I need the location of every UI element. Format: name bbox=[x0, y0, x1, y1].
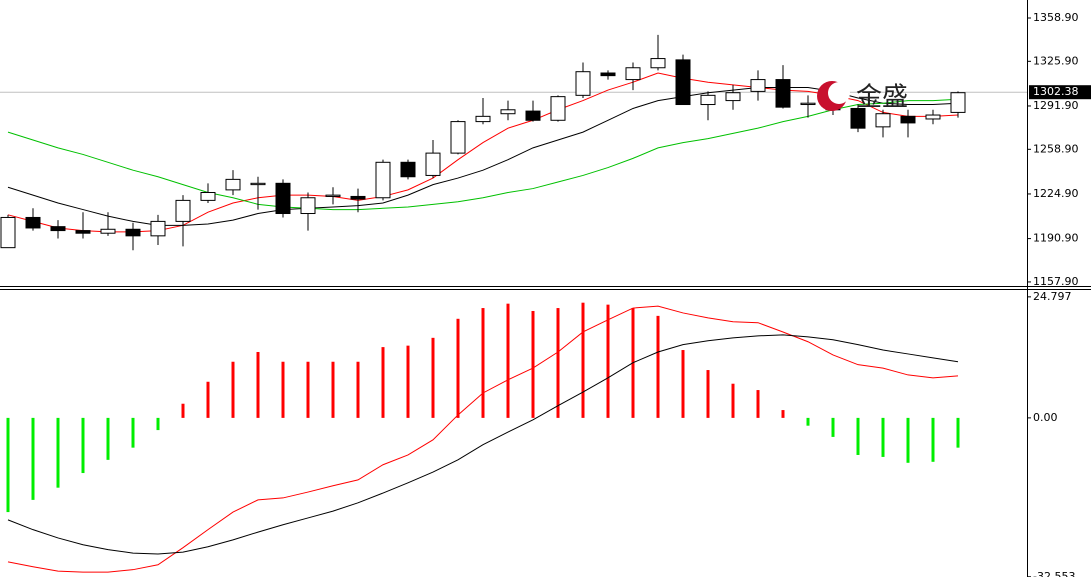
histogram-bar bbox=[756, 390, 760, 418]
candle-body bbox=[325, 194, 341, 197]
candle-body bbox=[625, 67, 641, 81]
histogram-bar bbox=[206, 381, 210, 418]
y-tick-label: 24.797 bbox=[1033, 290, 1072, 303]
histogram-bar bbox=[281, 361, 285, 418]
candle-body bbox=[725, 92, 741, 102]
candle-body bbox=[675, 59, 691, 106]
candle-body bbox=[750, 79, 766, 92]
candle-body bbox=[500, 109, 516, 115]
y-tick-label: 1190.90 bbox=[1033, 232, 1079, 245]
candle-body bbox=[350, 195, 366, 200]
histogram-bar bbox=[256, 351, 260, 418]
candle-body bbox=[525, 110, 541, 121]
candle-body bbox=[125, 228, 141, 237]
candle-body bbox=[875, 113, 891, 128]
candle-body bbox=[0, 216, 16, 249]
candle-body bbox=[425, 152, 441, 176]
candle-body bbox=[50, 226, 66, 232]
histogram-bar bbox=[306, 361, 310, 418]
indicator-line bbox=[7, 98, 959, 211]
candle-body bbox=[775, 79, 791, 108]
candle-body bbox=[550, 96, 566, 121]
histogram-bar bbox=[506, 303, 510, 418]
indicator-line bbox=[7, 86, 959, 226]
candle-body bbox=[275, 182, 291, 215]
histogram-bar bbox=[331, 361, 335, 418]
histogram-bar bbox=[956, 417, 960, 448]
histogram-bar bbox=[681, 350, 685, 418]
indicator-line bbox=[7, 305, 959, 573]
candle-body bbox=[300, 197, 316, 215]
watermark: 金盛 bbox=[856, 83, 908, 113]
histogram-bar bbox=[6, 417, 10, 513]
histogram-bar bbox=[706, 370, 710, 418]
logo-icon-cut bbox=[828, 82, 850, 104]
histogram-bar bbox=[456, 318, 460, 418]
histogram-bar bbox=[656, 315, 660, 418]
histogram-bar bbox=[56, 417, 60, 488]
histogram-bar bbox=[381, 347, 385, 418]
histogram-bar bbox=[856, 417, 860, 455]
candle-body bbox=[150, 220, 166, 237]
candle-body bbox=[375, 161, 391, 199]
histogram-bar bbox=[431, 337, 435, 418]
y-tick-label: 1291.90 bbox=[1033, 99, 1079, 112]
candle-body bbox=[650, 58, 666, 69]
histogram-bar bbox=[531, 310, 535, 418]
candle-body bbox=[950, 92, 966, 113]
indicator-line bbox=[7, 72, 959, 233]
y-tick-label: 0.00 bbox=[1033, 411, 1058, 424]
y-tick-label: 1325.90 bbox=[1033, 54, 1079, 67]
histogram-bar bbox=[831, 417, 835, 437]
histogram-bar bbox=[356, 361, 360, 418]
histogram-bar bbox=[556, 308, 560, 418]
histogram-bar bbox=[581, 302, 585, 418]
candle-body bbox=[575, 71, 591, 96]
candle-body bbox=[925, 114, 941, 120]
candle-body bbox=[250, 182, 266, 186]
candle-body bbox=[900, 115, 916, 124]
y-tick-label: -32.553 bbox=[1033, 570, 1075, 577]
y-tick-label: 1258.90 bbox=[1033, 142, 1079, 155]
histogram-bar bbox=[131, 417, 135, 448]
histogram-bar bbox=[156, 417, 160, 431]
candle-body bbox=[75, 230, 91, 234]
y-tick-label: 1157.90 bbox=[1033, 275, 1079, 288]
histogram-bar bbox=[231, 361, 235, 418]
histogram-bar bbox=[906, 417, 910, 463]
histogram-bar bbox=[181, 403, 185, 418]
y-tick-label: 1358.90 bbox=[1033, 11, 1079, 24]
histogram-bar bbox=[606, 304, 610, 418]
last-price-label: 1302.38 bbox=[1033, 85, 1079, 98]
candle-body bbox=[225, 178, 241, 191]
histogram-bar bbox=[106, 417, 110, 460]
last-price-box bbox=[1029, 85, 1091, 100]
y-tick-label: 1224.90 bbox=[1033, 187, 1079, 200]
histogram-bar bbox=[781, 410, 785, 418]
candle-body bbox=[800, 102, 816, 106]
indicator-line bbox=[7, 334, 959, 555]
candle-body bbox=[25, 216, 41, 229]
candle-body bbox=[200, 192, 216, 201]
histogram-bar bbox=[31, 417, 35, 500]
candle-body bbox=[450, 121, 466, 154]
histogram-bar bbox=[806, 417, 810, 426]
histogram-bar bbox=[931, 417, 935, 462]
candle-body bbox=[100, 228, 116, 234]
histogram-bar bbox=[881, 417, 885, 457]
histogram-bar bbox=[81, 417, 85, 474]
candle-body bbox=[850, 107, 866, 129]
candle-body bbox=[700, 94, 716, 106]
candle-body bbox=[475, 115, 491, 123]
candle-body bbox=[175, 199, 191, 222]
candle-body bbox=[600, 72, 616, 77]
histogram-bar bbox=[406, 345, 410, 418]
histogram-bar bbox=[731, 383, 735, 418]
histogram-bar bbox=[481, 308, 485, 418]
candle-body bbox=[400, 161, 416, 178]
